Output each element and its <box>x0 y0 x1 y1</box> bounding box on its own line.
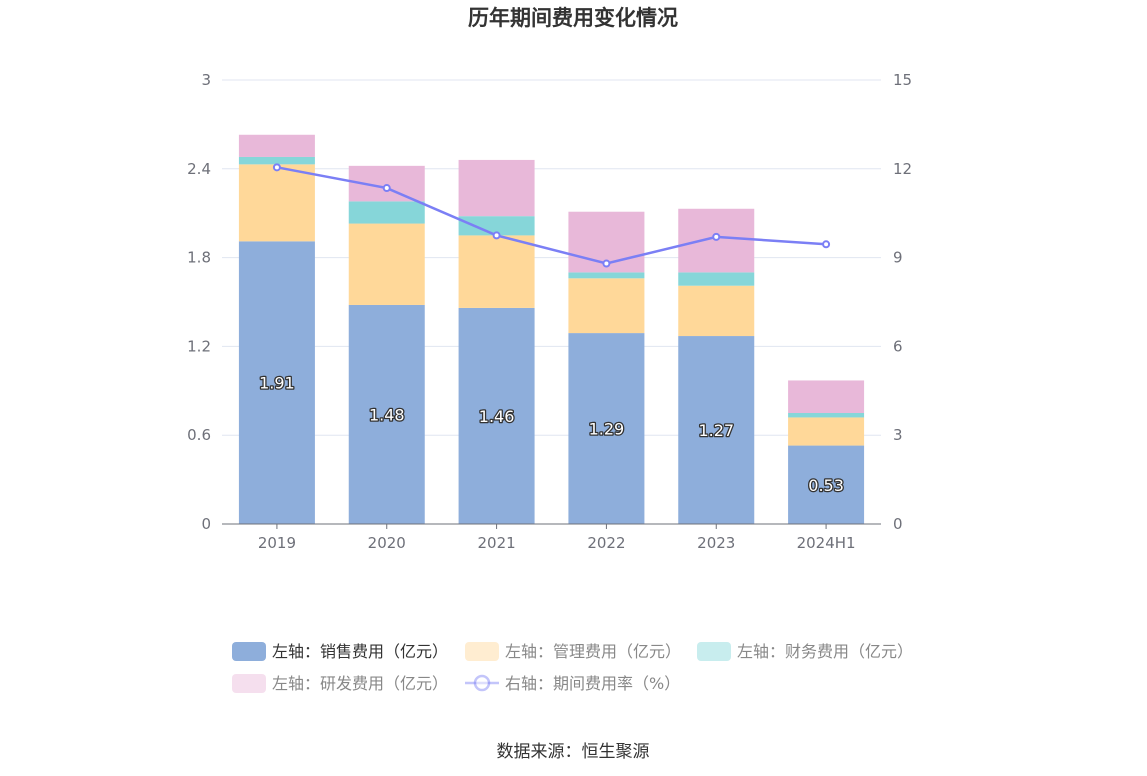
bar-segment-4-2024H1 <box>788 380 865 413</box>
legend-swatch <box>465 642 499 661</box>
legend-swatch <box>697 642 731 661</box>
bar-segment-2-2023 <box>678 285 755 337</box>
x-tick-label: 2024H1 <box>797 534 856 552</box>
chart-title: 历年期间费用变化情况 <box>468 6 678 30</box>
right-tick-label: 3 <box>893 426 903 444</box>
x-tick-label: 2021 <box>477 534 515 552</box>
bar-segment-1-2019 <box>238 241 315 524</box>
bar-segment-3-2024H1 <box>788 413 865 418</box>
bar-segment-4-2021 <box>458 159 535 217</box>
right-tick-label: 15 <box>893 71 912 89</box>
rate-point-2023 <box>712 232 721 241</box>
rate-point-2021 <box>492 231 501 240</box>
left-tick-label: 0 <box>201 515 211 533</box>
rate-point-2024H1 <box>822 240 831 249</box>
right-tick-label: 9 <box>893 249 903 267</box>
bar-segment-2-2021 <box>458 235 535 308</box>
bar-segment-2-2022 <box>568 278 645 334</box>
bar-segment-3-2023 <box>678 272 755 286</box>
legend-item-4[interactable]: 左轴：研发费用（亿元） <box>232 674 448 693</box>
rate-line-series <box>272 163 831 268</box>
legend-swatch <box>232 674 266 693</box>
legend-swatch <box>232 642 266 661</box>
right-tick-label: 12 <box>893 160 912 178</box>
left-axis: 0 0.6 1.2 1.8 2.4 3 <box>187 71 211 533</box>
legend-item-1[interactable]: 左轴：销售费用（亿元） <box>232 642 448 661</box>
left-tick-label: 1.2 <box>187 337 211 355</box>
bar-segment-3-2019 <box>238 156 315 165</box>
legend-label: 左轴：销售费用（亿元） <box>272 642 448 661</box>
data-source: 数据来源：恒生聚源 <box>497 742 650 762</box>
x-tick-label: 2022 <box>587 534 625 552</box>
x-tick-label: 2019 <box>258 534 296 552</box>
bar-value-label: 1.48 <box>369 405 405 424</box>
bar-segment-2-2020 <box>348 223 425 305</box>
legend-item-3[interactable]: 左轴：财务费用（亿元） <box>697 642 913 661</box>
bar-series <box>238 134 865 524</box>
bar-segment-1-2022 <box>568 333 645 524</box>
legend-item-5[interactable]: 右轴：期间费用率（%） <box>465 674 680 693</box>
bar-segment-2-2024H1 <box>788 417 865 446</box>
bar-segment-2-2019 <box>238 164 315 242</box>
legend-label: 左轴：财务费用（亿元） <box>737 642 913 661</box>
bar-value-label: 1.91 <box>259 374 295 393</box>
bar-segment-1-2020 <box>348 304 425 524</box>
bar-segment-3-2022 <box>568 272 645 279</box>
bar-segment-1-2023 <box>678 336 755 524</box>
left-tick-label: 2.4 <box>187 160 211 178</box>
left-tick-label: 1.8 <box>187 249 211 267</box>
bar-labels: 1.91 1.48 1.46 1.29 1.27 0.53 <box>258 372 845 496</box>
bar-value-label: 1.27 <box>698 421 734 440</box>
bar-segment-1-2024H1 <box>788 445 865 524</box>
legend-label: 右轴：期间费用率（%） <box>505 674 680 693</box>
bar-value-label: 1.46 <box>479 407 515 426</box>
legend-item-2[interactable]: 左轴：管理费用（亿元） <box>465 642 681 661</box>
grid-lines <box>222 79 881 436</box>
bar-segment-3-2020 <box>348 201 425 224</box>
bar-segment-3-2021 <box>458 216 535 236</box>
right-tick-label: 0 <box>893 515 903 533</box>
legend-circle-swatch <box>473 674 491 692</box>
rate-point-2022 <box>602 259 611 268</box>
legend: 左轴：销售费用（亿元） 左轴：管理费用（亿元） 左轴：财务费用（亿元） 左轴：研发费用… <box>232 642 913 693</box>
bar-value-label: 0.53 <box>808 476 844 495</box>
x-tick-label: 2023 <box>697 534 735 552</box>
bar-value-label: 1.29 <box>589 420 625 439</box>
x-axis: 2019 2020 2021 2022 2023 2024H1 <box>222 523 881 552</box>
rate-line <box>276 166 827 265</box>
right-axis: 0 3 6 9 12 15 <box>893 71 912 533</box>
left-tick-label: 0.6 <box>187 426 211 444</box>
rate-point-2019 <box>272 163 281 172</box>
bar-segment-4-2019 <box>238 134 315 157</box>
legend-label: 左轴：研发费用（亿元） <box>272 674 448 693</box>
left-tick-label: 3 <box>201 71 211 89</box>
x-tick-label: 2020 <box>368 534 406 552</box>
legend-label: 左轴：管理费用（亿元） <box>505 642 681 661</box>
right-tick-label: 6 <box>893 337 903 355</box>
rate-point-2020 <box>382 184 391 193</box>
bar-segment-1-2021 <box>458 307 535 524</box>
